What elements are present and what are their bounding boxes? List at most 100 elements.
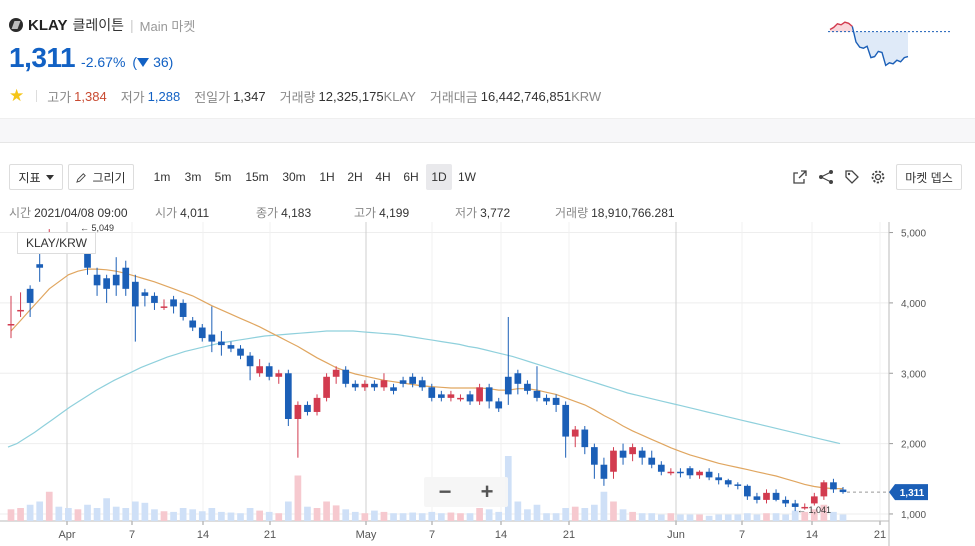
open-value: 4,011	[180, 206, 210, 220]
candle-body	[131, 281, 139, 307]
volume-bar	[74, 509, 82, 521]
favorite-star-icon[interactable]: ★	[9, 86, 25, 105]
volume-bar	[332, 505, 340, 521]
candle-body	[810, 496, 818, 504]
candle-body	[677, 471, 684, 474]
x-tick-label: 14	[806, 529, 818, 541]
klay-logo-icon	[9, 18, 23, 32]
interval-3m[interactable]: 3m	[184, 170, 202, 184]
max-price-label: ← 5,049	[80, 223, 114, 233]
current-price-badge	[889, 484, 928, 501]
interval-1h[interactable]: 1H	[319, 170, 335, 184]
indicator-dropdown[interactable]: 지표	[9, 164, 63, 190]
share-icon[interactable]	[818, 169, 834, 185]
volume-bar	[45, 491, 53, 521]
volume-bar	[227, 512, 235, 521]
time-label: 시간	[9, 206, 32, 220]
x-tick-label: 14	[495, 529, 507, 541]
candle-body	[772, 492, 780, 500]
gear-icon[interactable]	[870, 169, 886, 185]
interval-4h[interactable]: 4H	[375, 170, 391, 184]
chart-toolbar: 지표 그리기 1m 3m 5m 15m 30m 1H 2H 4H 6H 1D 1W 마켓 뎁스	[0, 160, 975, 194]
interval-1w[interactable]: 1W	[458, 170, 476, 184]
ohlc-low: 저가 3,772	[455, 204, 510, 221]
candle-body	[657, 464, 665, 472]
candle-body	[514, 373, 522, 384]
volume-bar	[466, 513, 474, 521]
volume-bar	[533, 504, 541, 521]
volume-bar	[246, 508, 254, 521]
candle-body	[705, 471, 713, 478]
volume-bar	[418, 513, 426, 521]
market-name[interactable]: Main 마켓	[139, 18, 196, 34]
indicator-label: 지표	[18, 170, 41, 185]
volume-bar	[562, 508, 570, 521]
mini-chart-line-up	[829, 21, 853, 31]
coin-name: 클레이튼	[72, 17, 124, 33]
ticker-header: KLAY 클레이튼 | Main 마켓 1,311 -2.67% (36) ★ …	[0, 0, 975, 118]
interval-5m[interactable]: 5m	[214, 170, 232, 184]
interval-1m[interactable]: 1m	[153, 170, 171, 184]
volume-bar	[351, 511, 359, 521]
x-tick-label: 7	[129, 529, 135, 541]
market-depth-label: 마켓 뎁스	[905, 170, 953, 185]
interval-30m[interactable]: 30m	[282, 170, 306, 184]
candle-body	[122, 267, 130, 289]
zoom-in-icon[interactable]: +	[480, 479, 494, 504]
volume-bar	[581, 508, 589, 521]
zoom-out-icon[interactable]: −	[438, 479, 452, 504]
volume-bar	[141, 502, 149, 521]
volume-bar	[428, 511, 436, 521]
volume-bar	[686, 514, 694, 521]
volume-bar	[275, 513, 283, 521]
volume-bar	[294, 475, 302, 521]
volume-bar	[514, 501, 522, 521]
title-separator: |	[130, 17, 134, 33]
interval-15m[interactable]: 15m	[245, 170, 269, 184]
volume-bar	[103, 498, 110, 521]
volume-bar	[591, 504, 598, 521]
volume-bar	[284, 501, 292, 521]
candle-body	[543, 397, 550, 402]
candle-body	[791, 503, 799, 507]
popout-icon[interactable]	[792, 169, 808, 185]
candle-body	[36, 264, 44, 268]
volume-bar	[179, 508, 187, 521]
candle-body	[294, 404, 302, 419]
candle-body	[581, 429, 589, 448]
candle-body	[466, 394, 474, 402]
draw-button[interactable]: 그리기	[68, 164, 134, 190]
current-price: 1,311	[9, 42, 76, 73]
interval-6h[interactable]: 6H	[403, 170, 419, 184]
volume-bar	[763, 513, 770, 521]
candle-body	[638, 450, 646, 458]
candle-body	[399, 380, 407, 384]
volume-bar	[696, 514, 703, 521]
interval-2h[interactable]: 2H	[347, 170, 363, 184]
candle-body	[332, 369, 340, 377]
tag-icon[interactable]	[844, 169, 860, 185]
candle-body	[418, 380, 426, 388]
amount-unit: KRW	[571, 88, 602, 104]
x-tick-label: 7	[739, 529, 745, 541]
pencil-icon	[76, 172, 87, 183]
mini-chart-area	[830, 22, 908, 66]
candle-body	[189, 320, 197, 328]
candlestick-chart[interactable]: 5,000 4,000 3,000 2,000 1,000 Apr 7 14 21 May 7 14 2…	[0, 220, 975, 546]
volume-bar	[495, 511, 503, 521]
candle-body	[160, 306, 168, 308]
volume-bar	[724, 514, 732, 521]
candle-body	[782, 499, 789, 504]
zoom-controls: − +	[424, 477, 508, 507]
candle-body	[284, 373, 292, 419]
candle-body	[103, 278, 110, 289]
candle-body	[801, 506, 809, 509]
candle-body	[571, 429, 579, 437]
y-tick-label: 3,000	[901, 369, 926, 380]
volume-bar	[734, 514, 742, 521]
volume-bar	[218, 511, 225, 521]
candle-body	[112, 274, 120, 286]
interval-1d[interactable]: 1D	[426, 164, 452, 190]
amount-value: 16,442,746,851	[480, 88, 572, 104]
market-depth-button[interactable]: 마켓 뎁스	[896, 164, 962, 190]
